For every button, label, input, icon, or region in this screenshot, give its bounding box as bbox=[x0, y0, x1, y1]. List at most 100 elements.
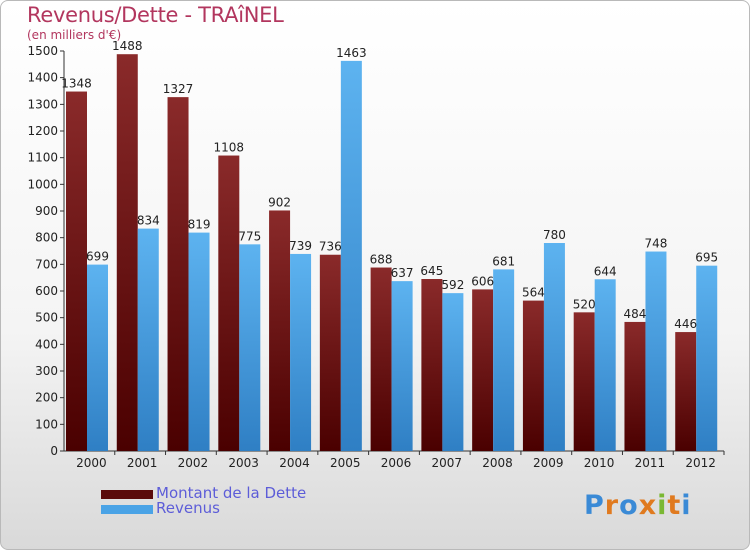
chart-axes: 0 100 200 300 400 500 600 700 800 900 1000 1100 1200… bbox=[27, 44, 725, 470]
x-tick-label: 2012 bbox=[685, 456, 716, 470]
value-label-dette: 688 bbox=[370, 253, 393, 267]
bar-dette bbox=[624, 321, 646, 451]
bar-dette bbox=[66, 91, 87, 452]
bar-dette bbox=[421, 279, 443, 451]
logo-letter: r bbox=[604, 490, 620, 521]
value-label-dette: 902 bbox=[268, 195, 291, 209]
y-tick-label: 1100 bbox=[27, 151, 58, 165]
bar-revenus bbox=[340, 60, 362, 451]
bar-revenus bbox=[137, 228, 159, 451]
value-label-revenus: 592 bbox=[441, 278, 464, 292]
y-tick-label: 500 bbox=[35, 311, 58, 325]
y-tick-label: 1000 bbox=[27, 177, 58, 191]
bar-dette bbox=[319, 254, 341, 451]
value-label-revenus: 681 bbox=[492, 254, 515, 268]
value-label-revenus: 780 bbox=[543, 228, 566, 242]
y-tick-label: 800 bbox=[35, 231, 58, 245]
logo-letter: i bbox=[681, 490, 692, 521]
value-label-revenus: 748 bbox=[645, 237, 668, 251]
value-label-dette: 1488 bbox=[112, 39, 143, 53]
value-label-dette: 484 bbox=[624, 307, 647, 321]
value-label-dette: 1327 bbox=[163, 82, 194, 96]
bar-revenus bbox=[188, 232, 210, 451]
value-label-revenus: 699 bbox=[86, 250, 109, 264]
bar-revenus bbox=[87, 264, 108, 451]
value-label-dette: 606 bbox=[471, 274, 494, 288]
legend-swatch-revenus bbox=[101, 505, 153, 514]
bar-dette bbox=[167, 97, 189, 451]
value-label-dette: 564 bbox=[522, 286, 545, 300]
value-label-revenus: 637 bbox=[391, 266, 414, 280]
y-tick-label: 900 bbox=[35, 204, 58, 218]
value-label-revenus: 695 bbox=[695, 251, 718, 265]
bar-dette bbox=[472, 289, 494, 451]
x-tick-label: 2000 bbox=[76, 456, 107, 470]
logo-letter: P bbox=[584, 490, 605, 521]
legend-swatch-debt bbox=[101, 490, 153, 499]
bar-revenus bbox=[391, 281, 413, 451]
x-tick-label: 2002 bbox=[178, 456, 209, 470]
y-tick-label: 0 bbox=[50, 444, 58, 458]
bar-dette bbox=[675, 332, 697, 451]
proxiti-logo: Proxiti bbox=[584, 490, 692, 521]
bar-revenus bbox=[442, 293, 464, 451]
x-tick-label: 2011 bbox=[635, 456, 666, 470]
value-label-revenus: 644 bbox=[594, 264, 617, 278]
bar-revenus bbox=[696, 265, 718, 451]
x-tick-label: 2009 bbox=[533, 456, 564, 470]
value-label-revenus: 834 bbox=[137, 214, 160, 228]
y-tick-label: 1400 bbox=[27, 71, 58, 85]
y-tick-label: 1500 bbox=[27, 44, 58, 58]
bar-dette bbox=[370, 267, 392, 451]
logo-letter: i bbox=[657, 490, 668, 521]
chart-title: Revenus/Dette - TRAîNEL bbox=[27, 3, 284, 27]
y-tick-label: 200 bbox=[35, 391, 58, 405]
y-tick-label: 1200 bbox=[27, 124, 58, 138]
y-tick-label: 600 bbox=[35, 284, 58, 298]
y-tick-label: 300 bbox=[35, 364, 58, 378]
x-tick-label: 2008 bbox=[482, 456, 513, 470]
value-label-dette: 736 bbox=[319, 240, 342, 254]
bar-revenus bbox=[543, 243, 565, 451]
bar-revenus bbox=[594, 279, 616, 451]
y-tick-label: 1300 bbox=[27, 97, 58, 111]
y-tick-label: 400 bbox=[35, 337, 58, 351]
logo-letter: t bbox=[667, 490, 682, 521]
bar-dette bbox=[218, 155, 240, 452]
x-tick-label: 2005 bbox=[330, 456, 361, 470]
x-tick-label: 2001 bbox=[127, 456, 158, 470]
bar-revenus bbox=[645, 251, 667, 451]
x-tick-label: 2004 bbox=[279, 456, 310, 470]
value-label-dette: 1348 bbox=[61, 77, 92, 91]
x-tick-label: 2006 bbox=[381, 456, 412, 470]
chart-bars bbox=[66, 54, 718, 452]
legend-label-debt: Montant de la Dette bbox=[156, 484, 307, 502]
value-label-revenus: 1463 bbox=[336, 46, 367, 60]
value-label-dette: 446 bbox=[674, 317, 697, 331]
y-tick-label: 100 bbox=[35, 417, 58, 431]
bar-dette bbox=[116, 54, 138, 451]
legend-label-revenus: Revenus bbox=[156, 499, 220, 517]
bar-dette bbox=[269, 210, 291, 451]
y-tick-label: 700 bbox=[35, 257, 58, 271]
x-tick-label: 2003 bbox=[228, 456, 259, 470]
bar-dette bbox=[573, 312, 595, 451]
x-tick-label: 2010 bbox=[584, 456, 615, 470]
logo-letter: x bbox=[638, 490, 658, 521]
chart-value-labels: 1348 699 1488 834 1327 819 1108 775 902 739 736 146… bbox=[61, 39, 718, 331]
logo-letter: o bbox=[619, 490, 639, 521]
bar-dette bbox=[522, 300, 544, 451]
value-label-dette: 645 bbox=[420, 264, 443, 278]
value-label-revenus: 819 bbox=[188, 218, 211, 232]
chart-subtitle: (en milliers d'€) bbox=[27, 28, 122, 42]
x-tick-label: 2007 bbox=[431, 456, 462, 470]
value-label-dette: 1108 bbox=[214, 141, 245, 155]
bar-revenus bbox=[290, 253, 312, 451]
bar-revenus bbox=[493, 269, 515, 451]
value-label-revenus: 775 bbox=[238, 229, 261, 243]
bar-revenus bbox=[239, 244, 261, 451]
value-label-revenus: 739 bbox=[289, 239, 312, 253]
value-label-dette: 520 bbox=[573, 297, 596, 311]
